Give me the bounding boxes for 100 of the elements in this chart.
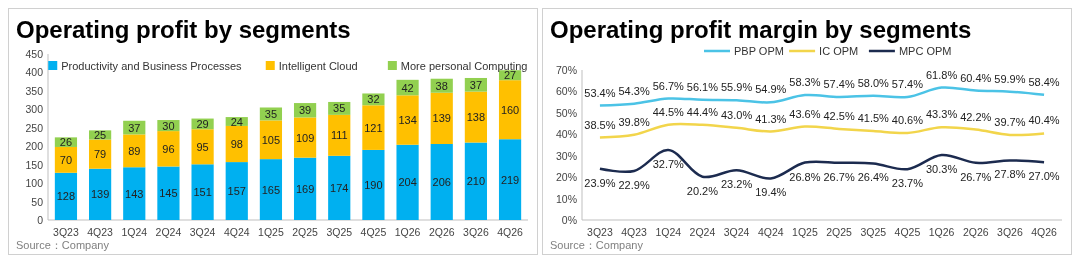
y-tick-label: 60% (555, 85, 577, 98)
y-tick-label: 350 (25, 84, 44, 97)
x-tick-label: 3Q24 (189, 226, 216, 238)
data-label: 39 (298, 104, 312, 117)
data-label: 24 (230, 115, 243, 128)
data-label: 27.0% (1028, 170, 1060, 183)
y-tick-label: 100 (25, 177, 44, 190)
bar (259, 159, 283, 220)
data-label: 121 (364, 121, 383, 134)
y-tick-label: 0 (37, 214, 44, 226)
data-label: 98 (230, 138, 243, 151)
data-label: 165 (261, 183, 281, 196)
data-label: 128 (56, 190, 76, 203)
data-label: 139 (90, 188, 110, 201)
data-label: 70 (59, 153, 73, 166)
data-label: 27 (503, 69, 517, 82)
y-tick-label: 400 (25, 66, 44, 79)
x-tick-label: 4Q23 (87, 226, 114, 238)
data-label: 30.3% (925, 163, 958, 176)
data-label: 219 (500, 173, 520, 186)
y-tick-label: 40% (555, 128, 577, 141)
y-tick-label: 20% (555, 171, 577, 184)
bar (362, 105, 385, 150)
data-label: 23.2% (720, 178, 753, 191)
y-tick-label: 200 (25, 140, 44, 153)
data-label: 40.4% (1028, 114, 1060, 127)
data-label: 58.4% (1028, 75, 1060, 88)
data-label: 43.0% (720, 108, 753, 121)
bar (464, 142, 487, 220)
bar (498, 80, 522, 140)
data-label: 89 (128, 144, 141, 157)
data-label: 95 (196, 140, 209, 153)
data-label: 26.4% (857, 171, 890, 184)
data-label: 32 (367, 93, 380, 106)
x-tick-label: 2Q24 (155, 226, 182, 238)
data-label: 143 (125, 187, 144, 200)
data-label: 134 (398, 114, 417, 127)
legend-label: More personal Computing (400, 60, 528, 72)
data-label: 57.4% (891, 78, 924, 90)
data-label: 38.5% (584, 118, 616, 131)
bar (464, 91, 487, 143)
data-label: 32.7% (652, 157, 685, 170)
bar (430, 144, 453, 220)
data-label: 55.9% (720, 81, 753, 94)
y-tick-label: 50 (31, 195, 44, 208)
data-label: 42.5% (823, 109, 855, 122)
y-tick-label: 450 (25, 48, 44, 60)
bar (293, 117, 317, 158)
data-label: 39.8% (618, 115, 650, 128)
x-tick-label: 4Q26 (1031, 226, 1058, 238)
legend-label: Intelligent Cloud (278, 60, 358, 72)
x-tick-label: 4Q24 (223, 226, 250, 238)
x-tick-label: 4Q26 (497, 226, 524, 238)
data-label: 40.6% (891, 114, 924, 126)
data-label: 54.9% (755, 83, 787, 96)
data-label: 39.7% (994, 115, 1026, 128)
data-label: 23.9% (584, 176, 616, 189)
x-tick-label: 3Q26 (997, 226, 1023, 238)
data-label: 157 (227, 185, 246, 198)
data-label: 109 (295, 131, 315, 144)
bar (396, 144, 419, 220)
data-label: 41.3% (755, 112, 787, 125)
bar (293, 157, 317, 220)
data-label: 26 (59, 136, 73, 149)
bar (89, 168, 112, 220)
data-label: 22.9% (618, 178, 650, 191)
y-tick-label: 70% (555, 64, 577, 76)
y-tick-label: 250 (25, 121, 44, 134)
y-tick-label: 10% (555, 192, 577, 205)
x-tick-label: 3Q25 (326, 226, 353, 238)
legend-label: IC OPM (819, 45, 859, 57)
chart-title: Operating profit by segments (16, 16, 351, 43)
data-label: 41.5% (857, 112, 890, 125)
data-label: 139 (432, 112, 451, 125)
y-tick-label: 150 (25, 158, 44, 171)
x-tick-label: 1Q24 (655, 226, 682, 238)
data-label: 96 (162, 142, 175, 155)
data-label: 138 (466, 111, 486, 124)
data-label: 58.0% (857, 76, 890, 89)
x-tick-label: 1Q24 (121, 226, 148, 238)
data-label: 174 (330, 181, 349, 194)
legend-label: MPC OPM (898, 45, 952, 57)
data-label: 19.4% (755, 186, 787, 199)
data-label: 35 (264, 107, 278, 120)
x-tick-label: 1Q25 (258, 226, 284, 238)
x-tick-label: 1Q25 (792, 226, 818, 238)
y-tick-label: 0% (561, 214, 577, 226)
bar (498, 139, 522, 220)
bar (54, 146, 78, 173)
bar (225, 162, 248, 220)
data-label: 105 (261, 133, 281, 146)
data-label: 37 (128, 121, 141, 134)
x-tick-label: 4Q25 (360, 226, 387, 238)
data-label: 61.8% (925, 68, 958, 81)
data-label: 204 (398, 176, 417, 189)
data-label: 56.1% (686, 80, 719, 93)
data-label: 35 (333, 102, 346, 115)
bar (191, 164, 214, 220)
data-label: 26.7% (823, 170, 855, 183)
legend-label: PBP OPM (734, 45, 784, 57)
